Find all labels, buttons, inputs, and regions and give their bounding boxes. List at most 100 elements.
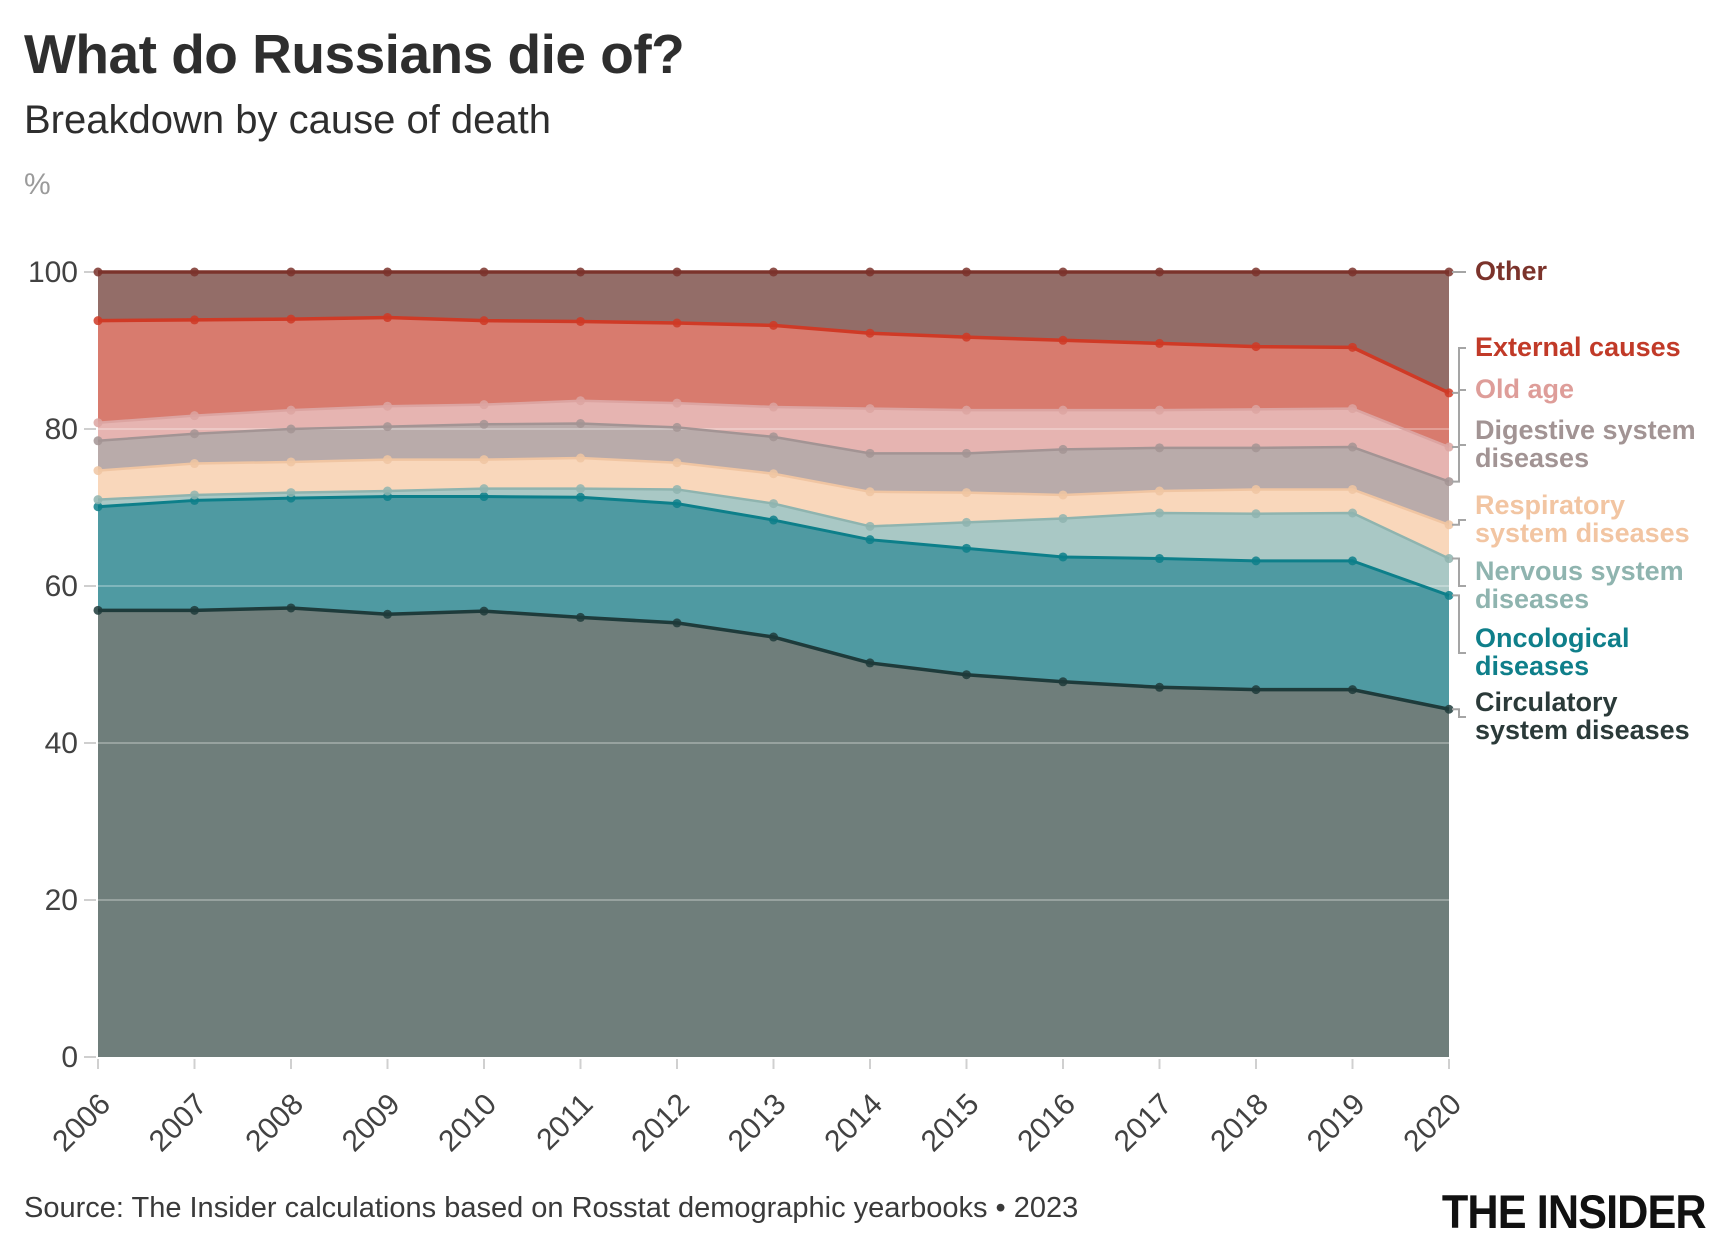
point-oncological-2010 xyxy=(479,492,489,502)
point-oncological-2014 xyxy=(865,535,875,545)
area-other xyxy=(98,272,1449,393)
legend-label-circulatory: Circulatory system diseases xyxy=(1475,687,1690,745)
point-circulatory-2009 xyxy=(383,609,392,619)
legend-label-other: Other xyxy=(1475,256,1548,286)
point-oncological-2013 xyxy=(769,515,778,525)
point-circulatory-2012 xyxy=(672,618,682,628)
point-nervous-2019 xyxy=(1348,508,1357,518)
point-other-2012 xyxy=(672,267,682,277)
x-axis-label: 2014 xyxy=(818,1088,889,1159)
source-note: Source: The Insider calculations based o… xyxy=(24,1192,1079,1224)
x-axis-label: 2012 xyxy=(625,1088,696,1159)
legend-label-old_age: Old age xyxy=(1475,374,1575,404)
point-external-2010 xyxy=(479,316,489,326)
point-respiratory-2017 xyxy=(1155,486,1164,496)
point-nervous-2008 xyxy=(286,488,296,498)
point-circulatory-2017 xyxy=(1155,682,1164,692)
legend-label-nervous: Nervous system diseases xyxy=(1475,556,1684,614)
point-old_age-2018 xyxy=(1251,404,1261,414)
legend-label-oncological: Oncological diseases xyxy=(1475,623,1630,681)
point-nervous-2009 xyxy=(383,486,392,496)
legend-connector-external xyxy=(1452,347,1466,394)
point-respiratory-2015 xyxy=(962,488,971,498)
y-axis-label: 80 xyxy=(45,413,78,446)
area-external xyxy=(98,317,1449,448)
point-external-2011 xyxy=(576,316,585,326)
point-digestive-2009 xyxy=(383,422,392,432)
x-axis-label: 2007 xyxy=(143,1088,214,1159)
point-external-2014 xyxy=(865,328,875,338)
x-axis-label: 2016 xyxy=(1011,1088,1082,1159)
point-nervous-2007 xyxy=(190,490,199,500)
point-digestive-2008 xyxy=(286,424,296,434)
area-oncological xyxy=(98,496,1449,710)
point-other-2015 xyxy=(962,267,971,277)
point-oncological-2017 xyxy=(1155,554,1164,564)
point-respiratory-2009 xyxy=(383,455,392,465)
point-nervous-2020 xyxy=(1444,554,1454,564)
point-digestive-2011 xyxy=(576,419,585,429)
point-circulatory-2008 xyxy=(286,603,296,613)
point-respiratory-2006 xyxy=(93,466,103,476)
point-circulatory-2014 xyxy=(865,658,875,668)
point-circulatory-2018 xyxy=(1251,685,1261,695)
point-circulatory-2020 xyxy=(1444,704,1454,714)
point-circulatory-2015 xyxy=(962,670,971,680)
point-external-2012 xyxy=(672,318,682,328)
point-external-2020 xyxy=(1444,388,1454,398)
point-oncological-2011 xyxy=(576,492,585,502)
point-nervous-2017 xyxy=(1155,508,1164,518)
y-axis-label: 100 xyxy=(28,256,78,289)
x-axis-label: 2018 xyxy=(1204,1088,1275,1159)
point-circulatory-2013 xyxy=(769,632,778,642)
legend-label-external: External causes xyxy=(1475,332,1681,362)
point-nervous-2006 xyxy=(93,495,103,505)
point-digestive-2020 xyxy=(1444,477,1454,487)
point-circulatory-2011 xyxy=(576,612,585,622)
point-digestive-2013 xyxy=(769,432,778,442)
point-oncological-2019 xyxy=(1348,556,1357,566)
point-respiratory-2007 xyxy=(190,459,199,469)
legend-label-digestive: Digestive system diseases xyxy=(1475,415,1696,473)
y-axis-unit-label: % xyxy=(24,168,51,201)
point-other-2011 xyxy=(576,267,585,277)
area-circulatory xyxy=(98,607,1449,1057)
x-axis-label: 2017 xyxy=(1108,1088,1179,1159)
point-old_age-2015 xyxy=(962,405,971,415)
point-circulatory-2007 xyxy=(190,605,199,615)
point-old_age-2006 xyxy=(93,418,103,428)
point-nervous-2014 xyxy=(865,521,875,531)
x-axis-label: 2019 xyxy=(1301,1088,1372,1159)
point-old_age-2011 xyxy=(576,396,585,406)
point-respiratory-2016 xyxy=(1058,490,1068,500)
legend-connector-oncological xyxy=(1452,594,1466,654)
point-digestive-2007 xyxy=(190,429,199,439)
point-old_age-2012 xyxy=(672,398,682,408)
point-external-2017 xyxy=(1155,338,1164,348)
legend-connector-digestive xyxy=(1452,444,1466,483)
point-external-2007 xyxy=(190,315,199,325)
point-respiratory-2019 xyxy=(1348,484,1357,494)
point-external-2006 xyxy=(93,316,103,326)
point-nervous-2018 xyxy=(1251,509,1261,519)
point-old_age-2013 xyxy=(769,402,778,412)
point-old_age-2008 xyxy=(286,405,296,415)
point-digestive-2017 xyxy=(1155,443,1164,453)
point-digestive-2018 xyxy=(1251,443,1261,453)
point-external-2019 xyxy=(1348,342,1357,352)
point-circulatory-2016 xyxy=(1058,677,1068,687)
point-other-2016 xyxy=(1058,267,1068,277)
point-external-2018 xyxy=(1251,342,1261,352)
chart-title: What do Russians die of? xyxy=(24,23,685,85)
point-other-2017 xyxy=(1155,267,1164,277)
point-digestive-2015 xyxy=(962,448,971,458)
point-nervous-2010 xyxy=(479,484,489,494)
y-axis-label: 60 xyxy=(45,570,78,603)
point-other-2018 xyxy=(1251,267,1261,277)
point-oncological-2020 xyxy=(1444,590,1454,600)
point-other-2008 xyxy=(286,267,296,277)
point-other-2019 xyxy=(1348,267,1357,277)
x-axis-label: 2020 xyxy=(1397,1088,1468,1159)
y-axis-label: 20 xyxy=(45,884,78,917)
